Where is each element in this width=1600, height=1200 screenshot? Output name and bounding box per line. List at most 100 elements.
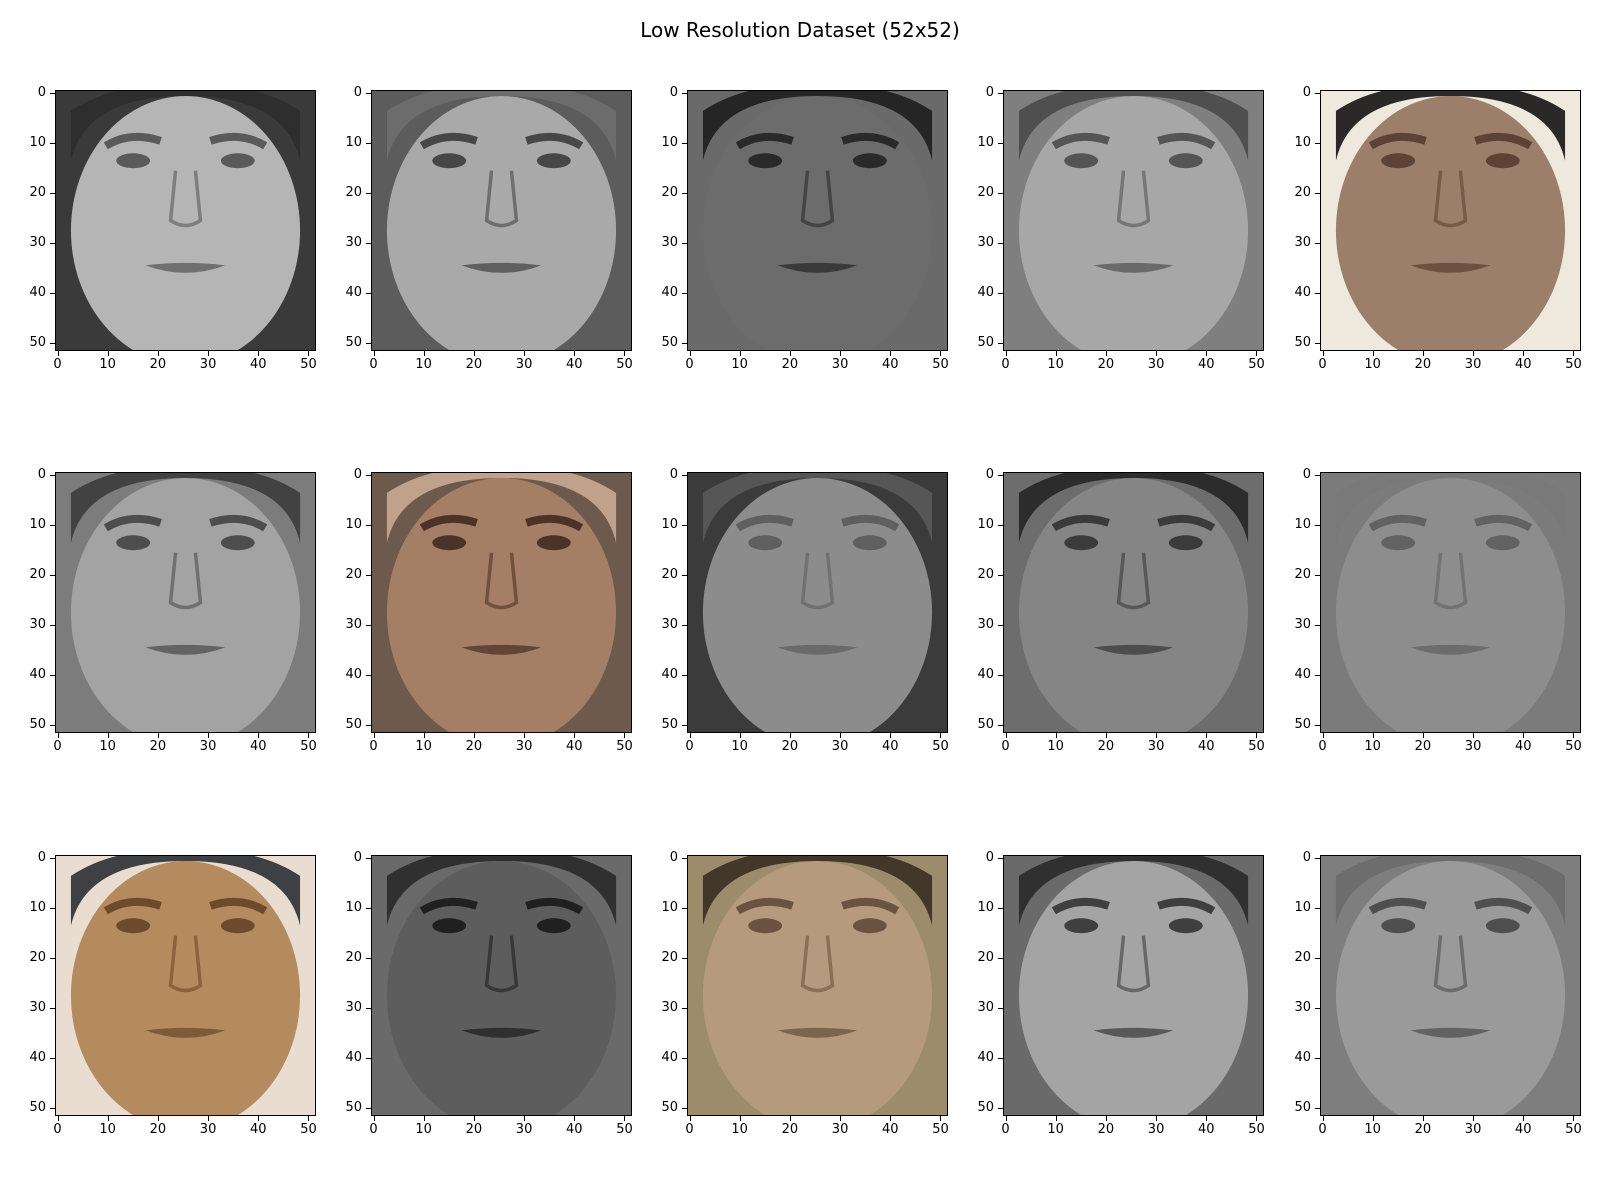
right-eyebrow <box>1157 897 1216 915</box>
x-tick-label: 20 <box>149 357 167 372</box>
x-tick-mark <box>1055 351 1057 356</box>
y-tick-mark <box>50 1108 55 1110</box>
x-tick-mark <box>789 1116 791 1121</box>
y-tick-label: 40 <box>977 1050 994 1066</box>
x-tick-mark <box>1256 733 1258 738</box>
x-tick-label: 20 <box>1414 357 1432 372</box>
x-tick-label: 0 <box>369 1122 378 1137</box>
x-tick-label: 0 <box>53 739 62 754</box>
nose <box>800 170 835 228</box>
y-tick-label: 40 <box>29 667 46 683</box>
y-tick-label: 20 <box>29 566 46 582</box>
mouth <box>145 1027 226 1038</box>
y-tick-mark <box>998 142 1003 144</box>
x-tick-label: 0 <box>1318 357 1327 372</box>
y-tick-mark <box>50 142 55 144</box>
x-tick-mark <box>157 733 159 738</box>
y-tick-label: 50 <box>661 1100 678 1116</box>
y-tick-label: 40 <box>29 285 46 301</box>
y-tick-label: 30 <box>1294 235 1311 251</box>
y-tick-label: 10 <box>661 899 678 915</box>
x-tick-label: 10 <box>1047 1122 1064 1137</box>
y-tick-mark <box>998 1108 1003 1110</box>
x-tick-mark <box>940 351 942 356</box>
y-tick-mark <box>366 142 371 144</box>
x-tick-mark <box>1206 1116 1208 1121</box>
y-tick-mark <box>998 675 1003 677</box>
right-eye <box>220 153 255 169</box>
x-tick-mark <box>107 351 109 356</box>
left-eye <box>748 918 783 934</box>
y-tick-mark <box>998 92 1003 94</box>
x-tick-label: 30 <box>1147 357 1165 372</box>
face-image-9 <box>1003 472 1264 733</box>
x-tick-label: 30 <box>199 357 217 372</box>
x-tick-label: 50 <box>616 1122 633 1137</box>
y-tick-label: 30 <box>29 1000 46 1016</box>
y-tick-label: 40 <box>1294 1050 1311 1066</box>
x-tick-label: 50 <box>932 357 949 372</box>
left-eyebrow <box>1051 132 1110 150</box>
x-tick-mark <box>1372 1116 1374 1121</box>
y-tick-label: 30 <box>977 617 994 633</box>
y-tick-label: 10 <box>29 899 46 915</box>
y-tick-label: 20 <box>29 949 46 965</box>
x-tick-mark <box>624 733 626 738</box>
y-tick-label: 0 <box>1302 849 1311 865</box>
y-tick-mark <box>1315 243 1320 245</box>
mouth <box>145 262 226 273</box>
y-tick-mark <box>50 192 55 194</box>
y-tick-mark <box>682 192 687 194</box>
mouth <box>1093 262 1174 273</box>
x-tick-mark <box>524 733 526 738</box>
x-tick-mark <box>840 351 842 356</box>
face-image-canvas <box>1321 856 1580 1115</box>
face-image-canvas <box>372 856 631 1115</box>
y-tick-label: 10 <box>661 516 678 532</box>
left-eyebrow <box>1368 897 1427 915</box>
y-tick-mark <box>682 142 687 144</box>
y-tick-mark <box>682 1008 687 1010</box>
face-image-canvas <box>688 91 947 350</box>
x-tick-mark <box>423 351 425 356</box>
x-tick-label: 30 <box>1464 739 1482 754</box>
x-tick-label: 30 <box>515 357 533 372</box>
x-tick-label: 20 <box>1414 739 1432 754</box>
y-tick-label: 50 <box>1294 1100 1311 1116</box>
x-tick-mark <box>1206 733 1208 738</box>
y-tick-mark <box>998 857 1003 859</box>
y-tick-label: 40 <box>345 667 362 683</box>
x-tick-label: 0 <box>53 357 62 372</box>
left-eye <box>1064 535 1099 551</box>
x-tick-label: 10 <box>1047 739 1064 754</box>
y-tick-label: 20 <box>661 184 678 200</box>
y-tick-mark <box>682 907 687 909</box>
y-tick-label: 10 <box>345 899 362 915</box>
y-tick-label: 30 <box>345 235 362 251</box>
y-tick-label: 40 <box>977 285 994 301</box>
y-tick-label: 30 <box>29 235 46 251</box>
x-tick-mark <box>1473 1116 1475 1121</box>
face-image-7 <box>371 472 632 733</box>
mouth <box>1410 644 1491 655</box>
right-eyebrow <box>1474 514 1533 532</box>
face-image-canvas <box>1004 856 1263 1115</box>
x-tick-mark <box>1422 733 1424 738</box>
y-tick-label: 30 <box>661 617 678 633</box>
y-tick-mark <box>50 474 55 476</box>
y-tick-label: 0 <box>669 466 678 482</box>
y-tick-label: 20 <box>1294 949 1311 965</box>
x-tick-label: 10 <box>99 357 116 372</box>
right-eyebrow <box>841 132 900 150</box>
left-eye <box>116 153 151 169</box>
y-tick-label: 0 <box>669 849 678 865</box>
x-tick-mark <box>1256 1116 1258 1121</box>
y-tick-label: 0 <box>985 849 994 865</box>
face-image-canvas <box>56 91 315 350</box>
y-tick-mark <box>366 957 371 959</box>
face-image-2 <box>371 90 632 351</box>
y-tick-mark <box>1315 907 1320 909</box>
right-eye <box>852 153 887 169</box>
mouth <box>145 644 226 655</box>
y-tick-label: 0 <box>1302 84 1311 100</box>
